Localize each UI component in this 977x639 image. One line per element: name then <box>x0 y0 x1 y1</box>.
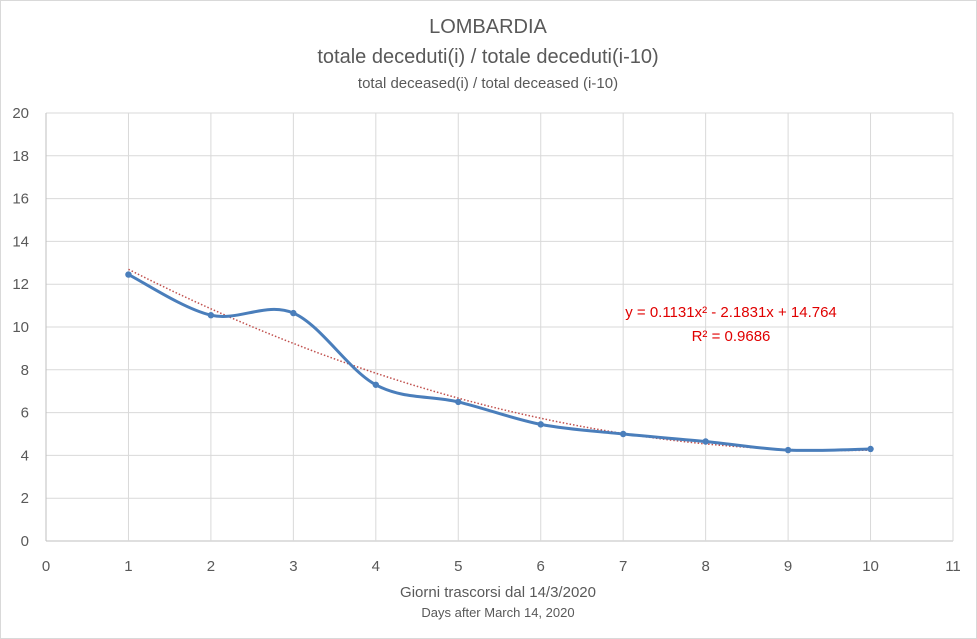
y-tick-label: 8 <box>21 362 29 379</box>
x-tick-label: 5 <box>454 558 462 575</box>
data-point <box>290 309 297 317</box>
x-tick-label: 10 <box>862 558 879 575</box>
trendline-layer <box>128 268 871 452</box>
chart-subtitle: totale deceduti(i) / totale deceduti(i-1… <box>317 46 658 68</box>
data-point <box>784 446 792 454</box>
chart-title: LOMBARDIA <box>429 16 547 38</box>
data-point <box>455 398 462 406</box>
data-point <box>537 421 544 428</box>
x-axis-label: Giorni trascorsi dal 14/3/2020 <box>400 584 596 601</box>
x-tick-label: 11 <box>945 558 961 575</box>
x-tick-label: 3 <box>289 558 297 575</box>
x-tick-label: 2 <box>207 558 215 575</box>
data-point <box>867 445 874 453</box>
chart-subtitle-english: total deceased(i) / total deceased (i-10… <box>358 75 618 92</box>
x-tick-label: 7 <box>619 558 627 575</box>
y-tick-label: 18 <box>12 148 29 165</box>
x-tick-label: 0 <box>42 558 50 575</box>
trendline <box>128 268 871 452</box>
data-point <box>207 312 215 319</box>
y-tick-label: 14 <box>12 233 29 250</box>
y-tick-label: 16 <box>12 191 29 208</box>
y-tick-label: 10 <box>12 319 29 336</box>
x-tick-label: 8 <box>701 558 709 575</box>
x-tick-label: 1 <box>124 558 132 575</box>
data-point <box>125 271 132 278</box>
data-point <box>372 381 380 388</box>
x-tick-label: 9 <box>784 558 792 575</box>
x-axis-label-english: Days after March 14, 2020 <box>421 605 574 620</box>
x-tick-label: 4 <box>372 558 380 575</box>
series-line <box>126 273 872 452</box>
y-tick-label: 2 <box>21 490 29 507</box>
y-tick-label: 6 <box>21 405 29 422</box>
gridlines <box>45 112 954 542</box>
y-tick-label: 0 <box>21 533 29 550</box>
y-tick-label: 12 <box>12 276 29 293</box>
data-point <box>619 430 627 438</box>
trendline-equation: y = 0.1131x² - 2.1831x + 14.764 <box>625 304 837 321</box>
x-tick-label: 6 <box>537 558 545 575</box>
data-point <box>702 438 709 445</box>
y-tick-label: 4 <box>21 447 29 464</box>
y-tick-label: 20 <box>12 105 29 122</box>
series-layer <box>125 271 874 454</box>
trendline-r-squared: R² = 0.9686 <box>692 328 771 345</box>
